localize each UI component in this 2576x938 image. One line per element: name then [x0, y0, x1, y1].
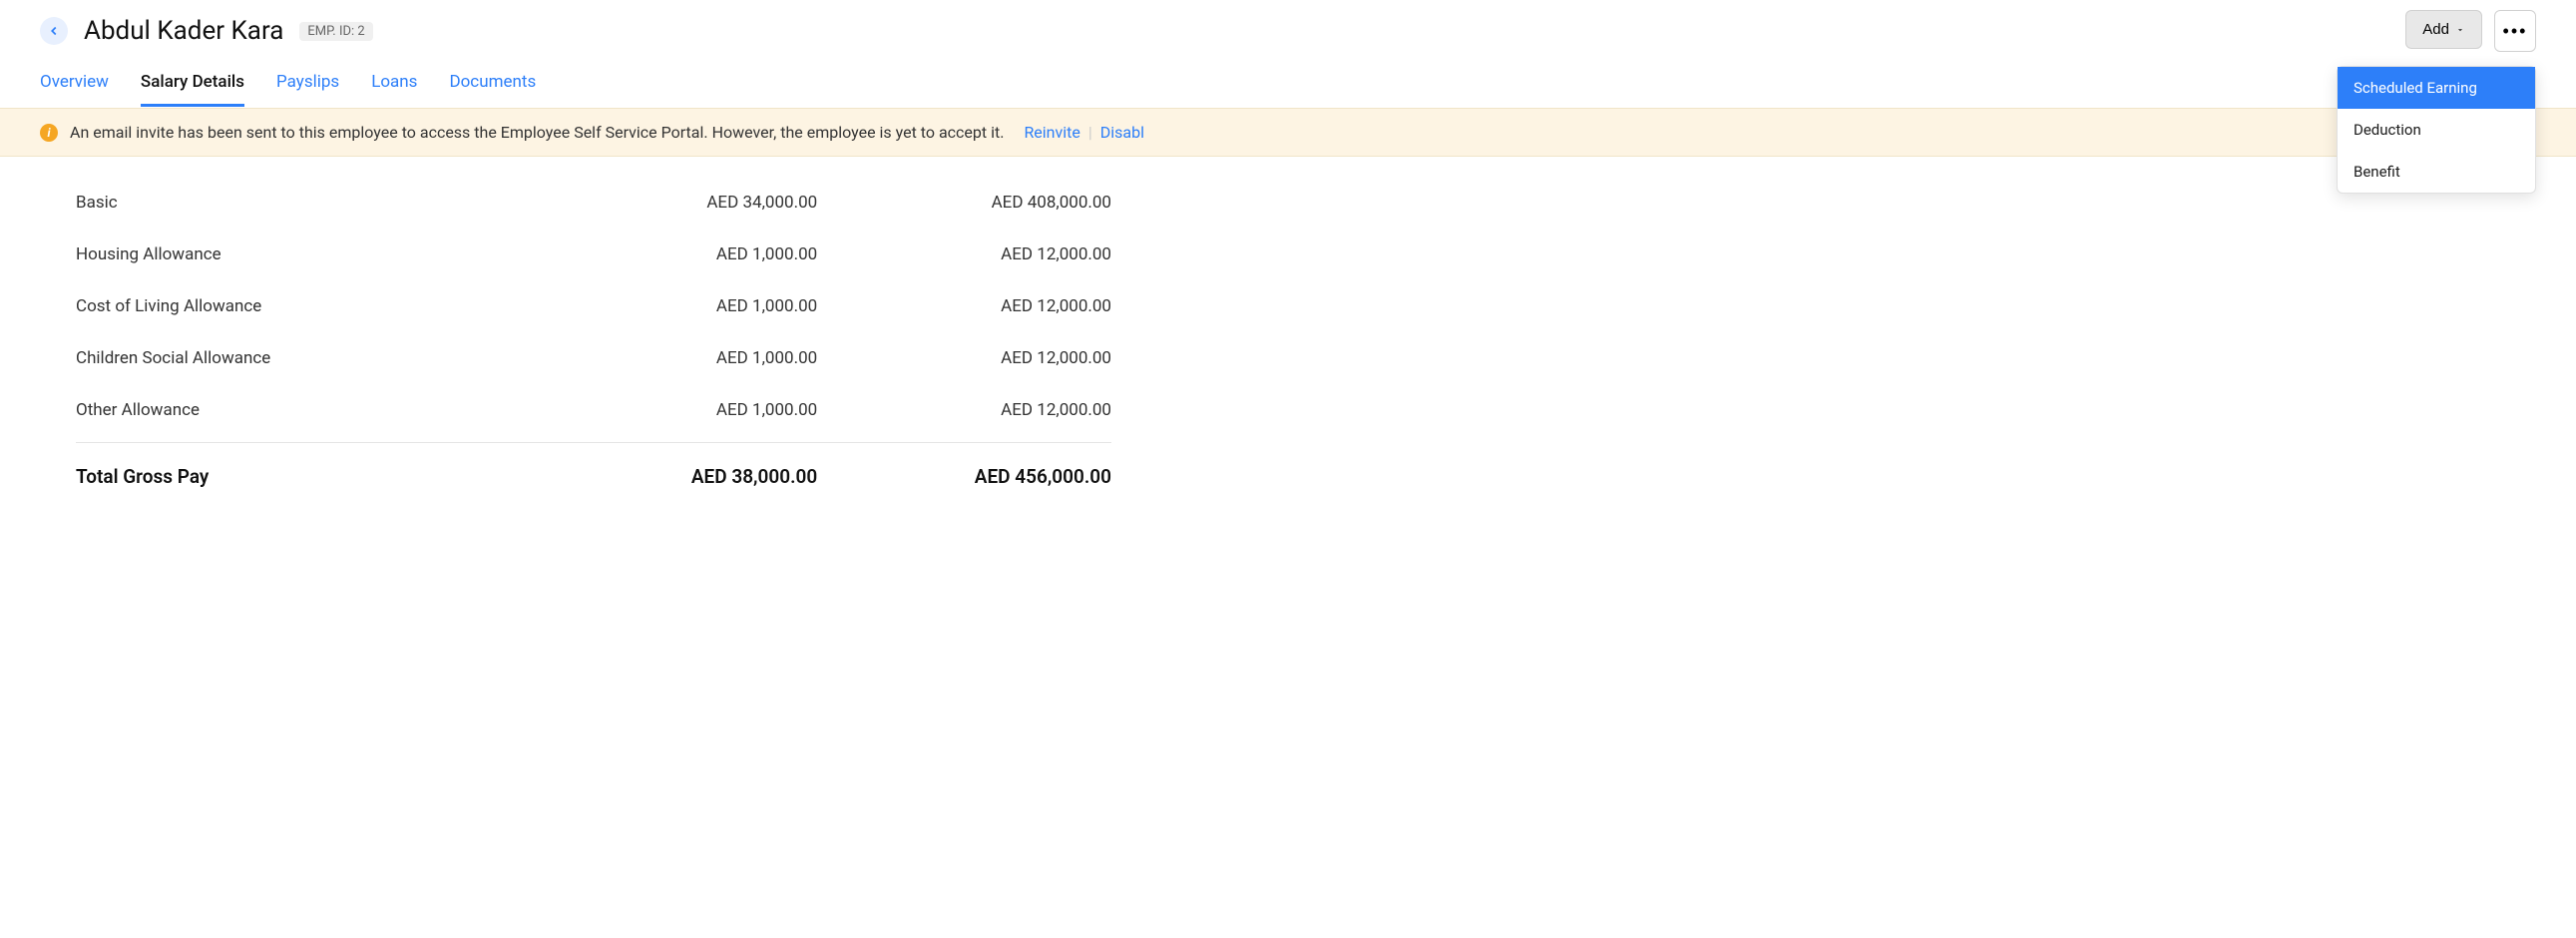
- total-label: Total Gross Pay: [40, 465, 527, 488]
- chevron-left-icon: [47, 24, 61, 38]
- add-button[interactable]: Add: [2405, 10, 2482, 49]
- total-annual: AED 456,000.00: [837, 465, 1147, 488]
- dropdown-item-deduction[interactable]: Deduction: [2338, 109, 2535, 151]
- salary-annual: AED 408,000.00: [837, 193, 1147, 213]
- employee-id-badge: EMP. ID: 2: [299, 22, 372, 41]
- more-actions-button[interactable]: •••: [2494, 10, 2536, 52]
- ellipsis-icon: •••: [2503, 21, 2528, 42]
- tab-documents[interactable]: Documents: [449, 72, 536, 107]
- salary-monthly: AED 1,000.00: [527, 296, 837, 316]
- table-row: Other Allowance AED 1,000.00 AED 12,000.…: [40, 384, 1147, 436]
- tabs-nav: Overview Salary Details Payslips Loans D…: [0, 52, 2576, 108]
- salary-annual: AED 12,000.00: [837, 244, 1147, 264]
- divider: [76, 442, 1111, 443]
- salary-table: Basic AED 34,000.00 AED 408,000.00 Housi…: [40, 157, 1147, 524]
- table-row: Cost of Living Allowance AED 1,000.00 AE…: [40, 280, 1147, 332]
- disable-link[interactable]: Disabl: [1100, 123, 1144, 142]
- salary-label: Basic: [40, 193, 527, 213]
- salary-monthly: AED 1,000.00: [527, 400, 837, 420]
- salary-monthly: AED 1,000.00: [527, 348, 837, 368]
- table-row-total: Total Gross Pay AED 38,000.00 AED 456,00…: [40, 449, 1147, 504]
- dropdown-item-scheduled-earning[interactable]: Scheduled Earning: [2338, 67, 2535, 109]
- table-row: Housing Allowance AED 1,000.00 AED 12,00…: [40, 229, 1147, 280]
- total-monthly: AED 38,000.00: [527, 465, 837, 488]
- tab-overview[interactable]: Overview: [40, 72, 109, 107]
- salary-label: Cost of Living Allowance: [40, 296, 527, 316]
- back-button[interactable]: [40, 17, 68, 45]
- table-row: Basic AED 34,000.00 AED 408,000.00: [40, 177, 1147, 229]
- alert-banner: i An email invite has been sent to this …: [0, 108, 2576, 157]
- salary-annual: AED 12,000.00: [837, 296, 1147, 316]
- salary-label: Other Allowance: [40, 400, 527, 420]
- tab-payslips[interactable]: Payslips: [276, 72, 339, 107]
- alert-message: An email invite has been sent to this em…: [70, 123, 1004, 142]
- add-button-label: Add: [2422, 21, 2449, 38]
- salary-monthly: AED 1,000.00: [527, 244, 837, 264]
- page-title: Abdul Kader Kara: [84, 16, 283, 46]
- add-dropdown: Scheduled Earning Deduction Benefit: [2337, 66, 2536, 194]
- separator: |: [1088, 123, 1092, 142]
- salary-label: Children Social Allowance: [40, 348, 527, 368]
- tab-salary-details[interactable]: Salary Details: [141, 72, 244, 107]
- salary-monthly: AED 34,000.00: [527, 193, 837, 213]
- dropdown-item-benefit[interactable]: Benefit: [2338, 151, 2535, 193]
- tab-loans[interactable]: Loans: [371, 72, 417, 107]
- salary-label: Housing Allowance: [40, 244, 527, 264]
- table-row: Children Social Allowance AED 1,000.00 A…: [40, 332, 1147, 384]
- salary-annual: AED 12,000.00: [837, 348, 1147, 368]
- reinvite-link[interactable]: Reinvite: [1024, 123, 1079, 142]
- caret-down-icon: [2455, 25, 2465, 35]
- info-icon: i: [40, 124, 58, 142]
- salary-annual: AED 12,000.00: [837, 400, 1147, 420]
